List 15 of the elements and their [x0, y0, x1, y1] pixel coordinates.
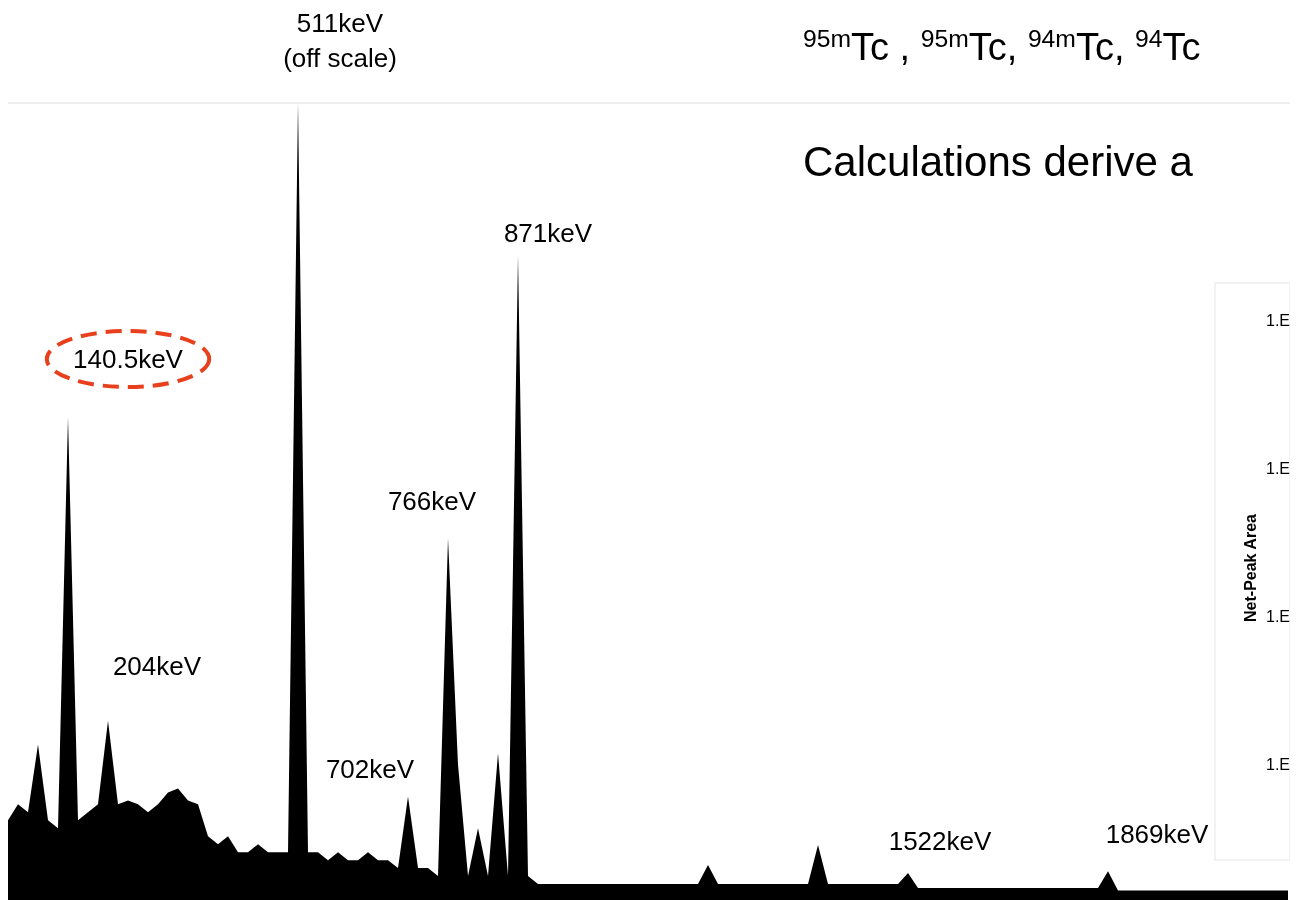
annotation: 766keV — [387, 486, 477, 516]
annotation: 871keV — [503, 218, 593, 248]
annotation: 1869keV — [1105, 819, 1209, 849]
annotation: 1.E — [1266, 756, 1291, 773]
annotation: 1.E — [1266, 312, 1291, 329]
annotation: 1522keV — [888, 826, 992, 856]
text: $^{95m}$Tc , $^{95m}$Tc, $^{94m}$Tc, $^{94}$Tc — [803, 24, 1201, 68]
annotation: Net-Peak Area — [1242, 513, 1259, 622]
annotation: 140.5keV — [73, 344, 184, 374]
annotation: 1.E — [1266, 460, 1291, 477]
text: 511keV (off scale) — [283, 8, 397, 73]
annotation: 1.E — [1266, 608, 1291, 625]
annotation: 204keV — [112, 651, 202, 681]
annotation: 702keV — [325, 754, 415, 784]
annotation: Calculations derive a — [803, 138, 1194, 185]
